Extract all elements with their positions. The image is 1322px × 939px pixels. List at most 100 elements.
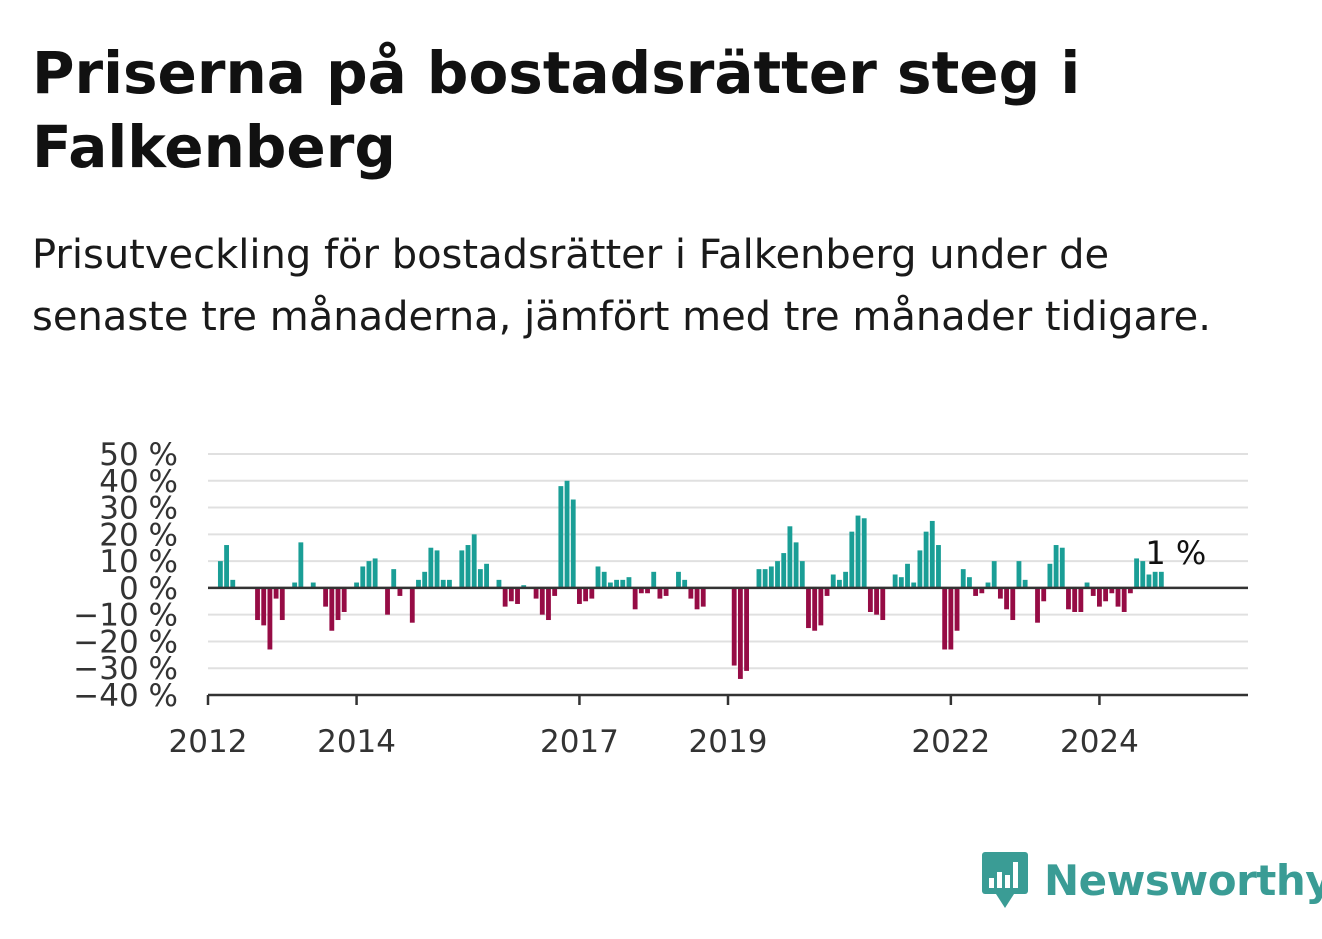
bar	[1041, 587, 1047, 602]
bar	[292, 582, 298, 588]
bar	[1047, 563, 1053, 588]
bar	[310, 582, 316, 588]
bar	[874, 587, 879, 615]
newsworthy-bar-chart-icon	[982, 852, 1028, 908]
bar	[508, 587, 514, 602]
bar	[570, 499, 576, 588]
bar	[409, 587, 415, 623]
bar	[1134, 558, 1139, 588]
bar	[366, 561, 372, 588]
x-tick-label: 2012	[169, 724, 248, 760]
bar	[422, 571, 428, 588]
bar	[224, 545, 229, 588]
bar	[812, 587, 818, 631]
bar	[434, 550, 440, 588]
bar	[447, 579, 452, 588]
bar	[948, 587, 954, 650]
bar	[936, 545, 941, 588]
bar	[657, 587, 663, 599]
bar	[477, 569, 483, 588]
bar	[756, 569, 762, 588]
bar	[607, 582, 613, 588]
bar	[1097, 587, 1102, 607]
bar	[700, 587, 706, 607]
bar	[372, 558, 378, 588]
bar	[979, 587, 985, 594]
bar	[688, 587, 694, 599]
bar	[929, 520, 935, 588]
bar	[861, 518, 867, 588]
bar	[632, 587, 638, 610]
bar	[1140, 561, 1146, 588]
bar	[645, 587, 650, 594]
bar	[558, 486, 564, 588]
bar	[583, 587, 589, 602]
last-value-label: 1 %	[1145, 534, 1206, 572]
bar	[515, 587, 520, 604]
bar	[843, 571, 849, 588]
newsworthy-logo: Newsworthy	[980, 850, 1322, 910]
bar	[731, 587, 737, 666]
bar	[806, 587, 811, 629]
bar	[1078, 587, 1084, 612]
bar	[694, 587, 700, 610]
bar	[546, 587, 551, 621]
bar	[471, 534, 477, 588]
bar	[267, 587, 273, 650]
bar	[1109, 587, 1115, 594]
bar	[539, 587, 545, 615]
bar	[1103, 587, 1109, 602]
bar	[905, 563, 910, 588]
bar	[416, 579, 421, 588]
bar	[502, 587, 508, 607]
bar	[279, 587, 285, 621]
bar	[1084, 582, 1090, 588]
bar	[923, 531, 929, 588]
bar	[781, 553, 787, 588]
bar	[614, 579, 619, 588]
bar	[496, 579, 502, 588]
bar	[397, 587, 403, 596]
bar	[985, 582, 991, 588]
bar	[1152, 571, 1158, 588]
bar	[818, 587, 824, 626]
bar	[793, 542, 799, 588]
bar	[595, 566, 601, 588]
bar	[564, 480, 570, 588]
bar	[849, 531, 855, 588]
bar	[898, 577, 904, 588]
bar	[837, 579, 842, 588]
bar	[663, 587, 669, 596]
x-tick-label: 2019	[689, 724, 768, 760]
bar	[261, 587, 267, 626]
bar	[440, 579, 446, 588]
bar	[638, 587, 644, 594]
bar	[552, 587, 558, 596]
bar	[744, 587, 749, 671]
y-tick-label: −10 %	[73, 598, 178, 634]
y-tick-label: 40 %	[99, 464, 178, 500]
bar	[775, 561, 780, 588]
bar	[1016, 561, 1022, 588]
brand-name: Newsworthy	[1044, 855, 1322, 905]
bar	[385, 587, 390, 615]
x-tick-label: 2022	[911, 724, 990, 760]
bar	[954, 587, 960, 631]
bar	[465, 545, 471, 588]
bar	[1059, 547, 1065, 588]
bar	[1115, 587, 1121, 607]
bar	[651, 571, 657, 588]
bar	[855, 515, 861, 588]
y-tick-label: 20 %	[99, 517, 178, 553]
bar	[601, 571, 607, 588]
bar	[787, 526, 793, 588]
bar	[577, 587, 582, 604]
bar	[484, 563, 489, 588]
bar	[329, 587, 335, 631]
bar	[589, 587, 595, 599]
bar	[533, 587, 539, 599]
bar	[391, 569, 397, 588]
bar	[682, 579, 688, 588]
y-tick-label: 30 %	[99, 491, 178, 527]
bar	[911, 582, 917, 588]
